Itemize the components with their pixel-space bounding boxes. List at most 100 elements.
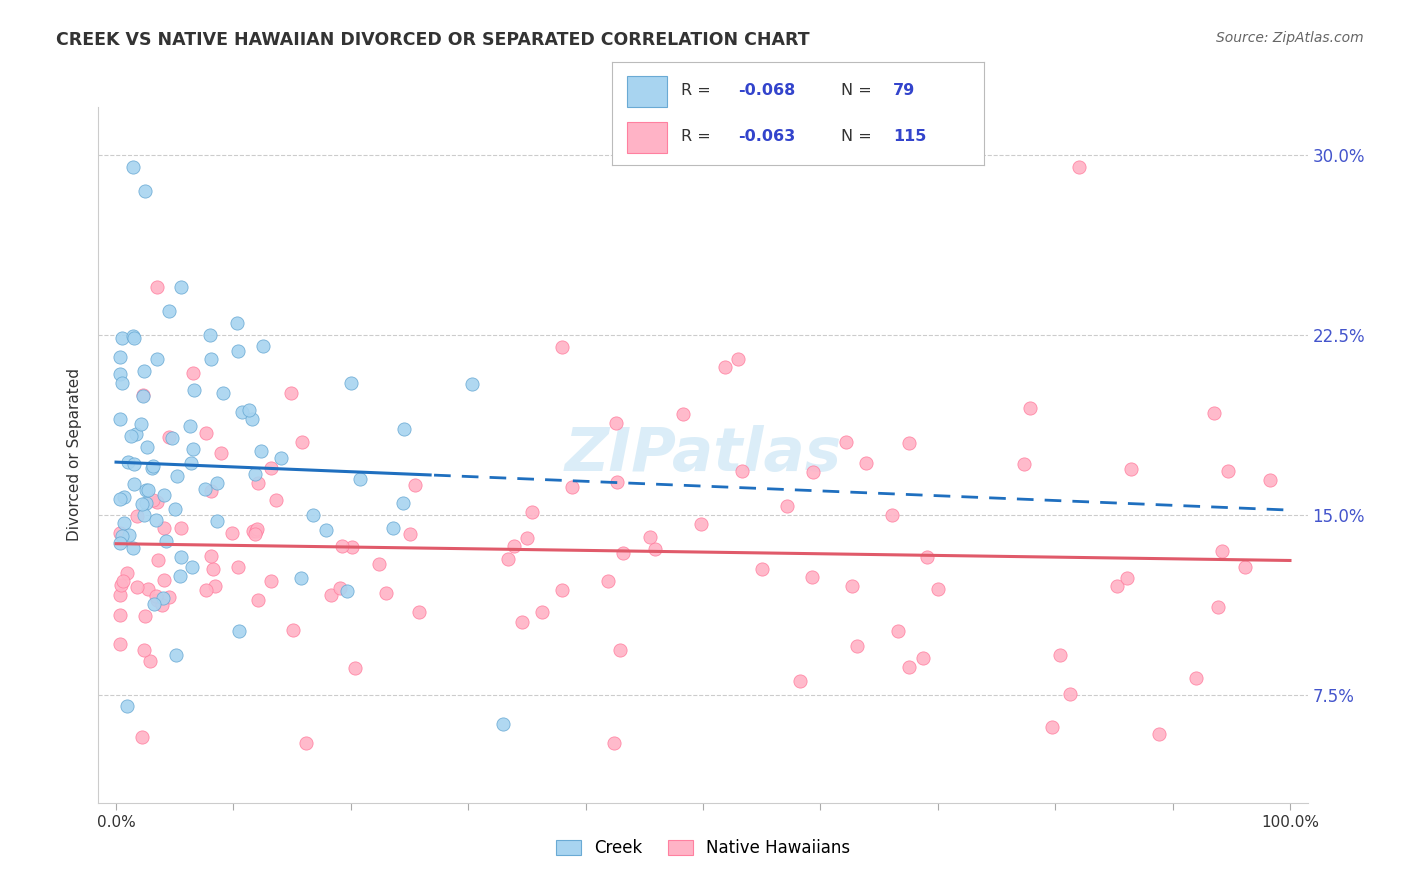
Point [1116, 570, 1139, 584]
Point [1121, 462, 1143, 476]
Point [915, 550, 938, 565]
Text: ZIPatlas: ZIPatlas [564, 425, 842, 484]
Point [194, 583, 217, 598]
Point [243, 527, 266, 541]
Point [242, 524, 264, 538]
Point [120, 428, 142, 442]
Text: CREEK VS NATIVE HAWAIIAN DIVORCED OR SEPARATED CORRELATION CHART: CREEK VS NATIVE HAWAIIAN DIVORCED OR SEP… [56, 31, 810, 49]
FancyBboxPatch shape [627, 76, 668, 106]
Point [127, 580, 149, 594]
Point [382, 521, 405, 535]
Point [134, 642, 156, 657]
Point [605, 416, 627, 430]
Point [169, 280, 191, 294]
Point [598, 574, 620, 589]
Point [714, 359, 737, 374]
Point [150, 598, 173, 612]
Point [146, 553, 169, 567]
Point [689, 516, 711, 531]
Point [329, 581, 352, 595]
Point [135, 483, 157, 497]
Point [266, 492, 288, 507]
Point [180, 456, 202, 470]
Text: N =: N = [841, 83, 876, 97]
Point [1067, 160, 1090, 174]
Point [122, 331, 145, 345]
Point [201, 561, 224, 575]
Point [340, 541, 363, 555]
Point [1049, 648, 1071, 663]
Point [157, 430, 180, 444]
Point [302, 508, 325, 523]
Point [1105, 579, 1128, 593]
Point [228, 624, 250, 639]
Point [200, 549, 222, 564]
FancyBboxPatch shape [627, 122, 668, 153]
Point [246, 522, 269, 536]
Point [221, 525, 243, 540]
Point [1206, 599, 1229, 614]
Point [496, 552, 519, 566]
Point [408, 605, 430, 619]
Point [561, 481, 583, 495]
Point [146, 280, 169, 294]
Point [368, 557, 391, 571]
Point [522, 505, 544, 519]
Point [136, 582, 159, 596]
Point [927, 582, 949, 597]
Point [1040, 720, 1063, 734]
Point [250, 443, 273, 458]
Point [121, 541, 143, 556]
Point [180, 560, 202, 574]
Point [319, 588, 342, 602]
Point [1233, 560, 1256, 574]
Point [108, 412, 131, 426]
Point [238, 402, 260, 417]
Point [181, 366, 204, 380]
Point [731, 464, 754, 478]
Point [110, 578, 132, 592]
Point [280, 385, 302, 400]
Point [129, 417, 152, 432]
Text: Source: ZipAtlas.com: Source: ZipAtlas.com [1216, 31, 1364, 45]
Point [551, 340, 574, 354]
Point [1216, 464, 1239, 478]
Point [335, 584, 357, 599]
Point [111, 376, 134, 391]
Point [270, 450, 292, 465]
Point [121, 160, 143, 174]
Point [846, 639, 869, 653]
Point [141, 460, 163, 475]
Point [204, 579, 226, 593]
Point [789, 674, 811, 689]
Point [240, 412, 263, 426]
Point [108, 526, 131, 541]
Point [751, 562, 773, 576]
Point [291, 435, 314, 450]
Point [141, 459, 163, 474]
Point [640, 530, 662, 544]
Point [115, 698, 138, 713]
Point [205, 475, 228, 490]
Point [551, 582, 574, 597]
Point [399, 526, 422, 541]
Point [1185, 671, 1208, 685]
Point [841, 579, 863, 593]
Point [198, 328, 221, 343]
Point [115, 566, 138, 581]
Point [349, 472, 371, 486]
Point [108, 367, 131, 381]
Point [340, 376, 363, 390]
Point [603, 736, 626, 750]
Point [132, 389, 155, 403]
Point [226, 316, 249, 330]
Point [108, 637, 131, 651]
Point [195, 425, 218, 440]
Point [644, 542, 666, 557]
Point [226, 560, 249, 574]
Point [212, 385, 235, 400]
Point [166, 469, 188, 483]
Point [260, 574, 283, 589]
Point [1260, 473, 1282, 487]
Point [108, 607, 131, 622]
